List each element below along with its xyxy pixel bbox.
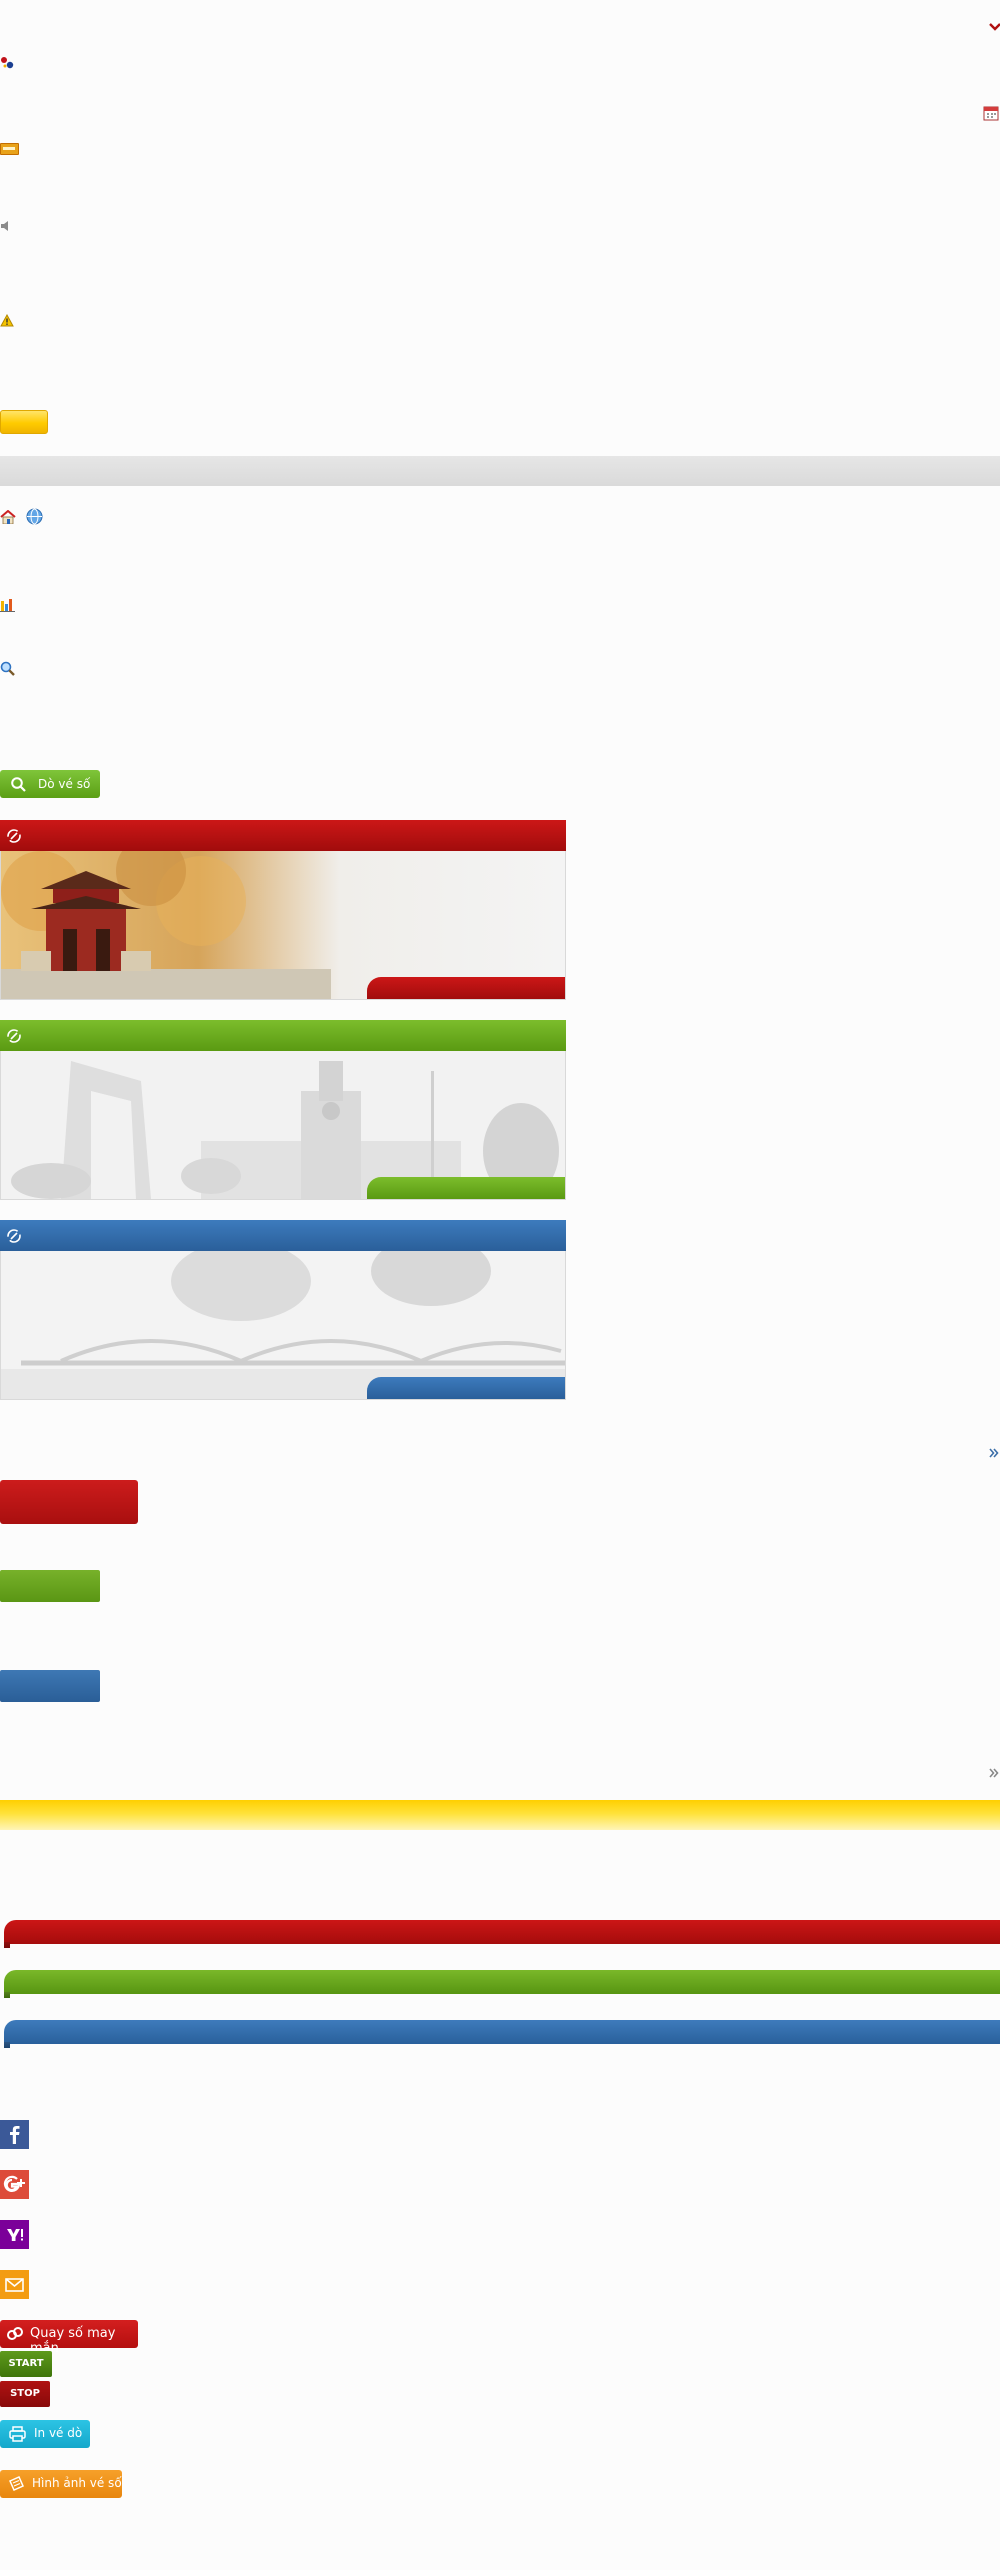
refresh-icon[interactable] xyxy=(6,1028,22,1044)
north-region-button[interactable] xyxy=(0,1480,138,1524)
north-panel-image xyxy=(0,851,566,1000)
speaker-icon xyxy=(1,221,8,231)
city-landmark-illustration xyxy=(1,1051,565,1199)
ticket-images-button[interactable]: Hình ảnh vé số xyxy=(0,2470,122,2498)
check-ticket-label: Dò vé số xyxy=(38,777,91,791)
central-panel-image xyxy=(0,1051,566,1200)
central-panel-tab[interactable] xyxy=(367,1177,565,1199)
central-panel-header xyxy=(0,1020,566,1051)
south-panel-header xyxy=(0,1220,566,1251)
south-ribbon xyxy=(4,2020,1000,2044)
google-plus-icon[interactable] xyxy=(0,2170,29,2199)
ticket-icon xyxy=(9,2476,24,2491)
north-panel-header xyxy=(0,820,566,851)
ticket-images-label: Hình ảnh vé số xyxy=(32,2476,122,2490)
calendar-icon[interactable] xyxy=(983,105,999,121)
south-results-panel xyxy=(0,1220,566,1401)
yellow-section-band xyxy=(0,1800,1000,1830)
north-ribbon xyxy=(4,1920,1000,1944)
logo-dots-icon xyxy=(1,57,14,69)
refresh-icon[interactable] xyxy=(6,1228,22,1244)
refresh-icon[interactable] xyxy=(6,828,22,844)
stop-button[interactable]: STOP xyxy=(0,2381,50,2407)
facebook-icon[interactable] xyxy=(0,2120,29,2149)
warning-icon xyxy=(0,314,14,327)
printer-icon xyxy=(9,2426,26,2442)
search-icon xyxy=(11,777,26,792)
home-icon[interactable] xyxy=(0,510,16,524)
start-button[interactable]: START xyxy=(0,2351,52,2377)
north-panel-tab[interactable] xyxy=(367,977,565,999)
magnifier-icon[interactable] xyxy=(0,661,15,676)
north-results-panel xyxy=(0,820,566,1001)
south-panel-image xyxy=(0,1251,566,1400)
central-region-button[interactable] xyxy=(0,1570,100,1602)
email-icon[interactable] xyxy=(0,2270,29,2299)
print-ticket-label: In vé dò xyxy=(34,2426,83,2440)
menu-bar xyxy=(0,456,1000,486)
chevron-down-icon[interactable] xyxy=(988,22,1000,32)
globe-icon[interactable] xyxy=(26,508,43,525)
temple-gate-illustration xyxy=(1,851,565,999)
new-badge-icon xyxy=(0,143,19,155)
bar-chart-icon[interactable] xyxy=(0,598,15,612)
print-ticket-button[interactable]: In vé dò xyxy=(0,2420,90,2448)
central-ribbon xyxy=(4,1970,1000,1994)
check-ticket-button[interactable]: Dò vé số xyxy=(0,770,100,798)
double-chevron-right-icon[interactable] xyxy=(989,1768,999,1778)
bridge-illustration xyxy=(1,1251,565,1399)
lucky-draw-button[interactable]: Quay số may mắn xyxy=(0,2320,138,2356)
link-icon xyxy=(7,2327,23,2340)
yahoo-icon[interactable] xyxy=(0,2220,29,2249)
yellow-action-button[interactable] xyxy=(0,410,48,434)
south-region-button[interactable] xyxy=(0,1670,100,1702)
central-results-panel xyxy=(0,1020,566,1201)
double-chevron-right-icon[interactable] xyxy=(989,1448,999,1458)
south-panel-tab[interactable] xyxy=(367,1377,565,1399)
